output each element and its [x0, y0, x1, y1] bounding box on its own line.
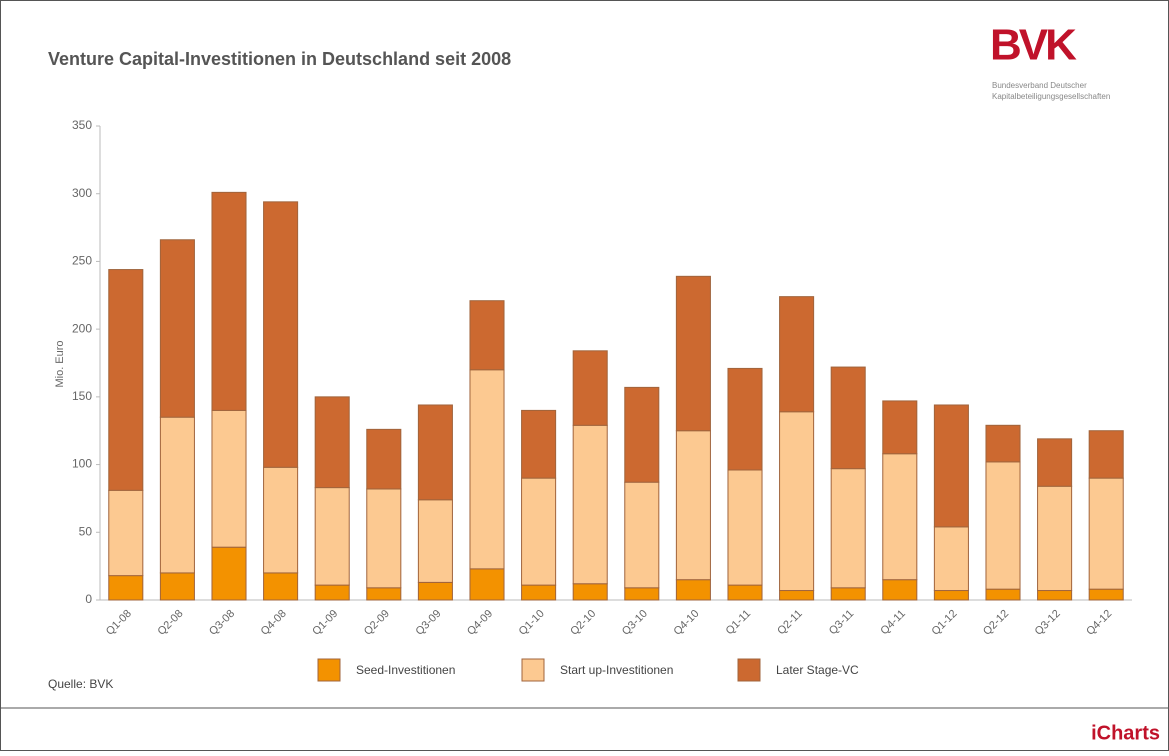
bar-segment	[933, 404, 969, 528]
bar-segment	[521, 477, 557, 586]
bar-segment	[314, 487, 350, 586]
bar-segment	[727, 584, 763, 601]
bar-segment	[366, 587, 402, 601]
bar-segment	[521, 409, 557, 479]
bar-segment	[779, 590, 815, 601]
bar-segment	[417, 499, 453, 583]
bar-segment	[263, 572, 299, 601]
bar-segment	[366, 488, 402, 589]
bar-segment	[108, 489, 144, 577]
bar-segment	[882, 453, 918, 581]
y-tick-label: 300	[72, 186, 92, 200]
bar-segment	[727, 367, 763, 471]
y-tick-label: 0	[85, 592, 92, 606]
bar-segment	[159, 239, 195, 418]
bar-segment	[624, 386, 660, 483]
bar-segment	[469, 300, 505, 371]
bar-segment	[1037, 485, 1073, 592]
bar-segment	[624, 587, 660, 601]
bar-segment	[572, 583, 608, 601]
bar-segment	[830, 468, 866, 589]
y-tick-label: 350	[72, 118, 92, 132]
bar-segment	[1088, 477, 1124, 590]
logo: BVK	[990, 21, 1077, 70]
bar-segment	[985, 461, 1021, 590]
bar-segment	[675, 579, 711, 601]
logo-line: Bundesverband Deutscher	[992, 81, 1087, 90]
bar-segment	[882, 400, 918, 455]
bar-segment	[572, 350, 608, 426]
y-tick-label: 150	[72, 389, 92, 403]
legend-label: Start up-Investitionen	[560, 663, 673, 677]
legend-swatch	[737, 658, 761, 682]
bar-segment	[985, 588, 1021, 601]
bar-segment	[314, 396, 350, 489]
bar-segment	[675, 275, 711, 432]
bar-segment	[314, 584, 350, 601]
legend-swatch	[317, 658, 341, 682]
bar-segment	[624, 481, 660, 589]
logo-line: Kapitalbeteiligungsgesellschaften	[992, 92, 1110, 101]
y-tick-label: 200	[72, 321, 92, 335]
bar-segment	[211, 409, 247, 548]
y-tick-label: 50	[79, 524, 93, 538]
bar-segment	[366, 428, 402, 490]
bar-segment	[108, 575, 144, 601]
bar-segment	[779, 296, 815, 413]
bar-segment	[263, 201, 299, 468]
bar-segment	[211, 191, 247, 411]
bar-segment	[1037, 438, 1073, 487]
bar-segment	[211, 546, 247, 601]
bar-segment	[985, 424, 1021, 463]
bar-segment	[675, 430, 711, 581]
legend-swatch	[521, 658, 545, 682]
chart-title: Venture Capital-Investitionen in Deutsch…	[48, 49, 511, 69]
bar-segment	[159, 572, 195, 601]
y-tick-label: 100	[72, 457, 92, 471]
bar-segment	[933, 526, 969, 592]
brand: iCharts	[1091, 722, 1160, 744]
bar-segment	[727, 469, 763, 586]
bar-segment	[830, 587, 866, 601]
bar-segment	[1088, 430, 1124, 479]
bar-segment	[1037, 590, 1073, 601]
source: Quelle: BVK	[48, 677, 113, 691]
bar-segment	[417, 581, 453, 601]
bar-segment	[933, 590, 969, 601]
bar-segment	[263, 466, 299, 574]
bar-segment	[417, 404, 453, 501]
bar-segment	[108, 269, 144, 491]
bar-segment	[830, 366, 866, 470]
bar-segment	[469, 369, 505, 570]
bar-segment	[572, 424, 608, 585]
y-axis-label: Mio. Euro	[54, 340, 66, 387]
legend-label: Later Stage-VC	[776, 663, 859, 677]
bar-segment	[882, 579, 918, 601]
legend-label: Seed-Investitionen	[356, 663, 455, 677]
bar-segment	[1088, 588, 1124, 601]
bar-segment	[779, 411, 815, 592]
bar-segment	[521, 584, 557, 601]
y-tick-label: 250	[72, 254, 92, 268]
bar-segment	[469, 568, 505, 601]
bar-segment	[159, 416, 195, 574]
